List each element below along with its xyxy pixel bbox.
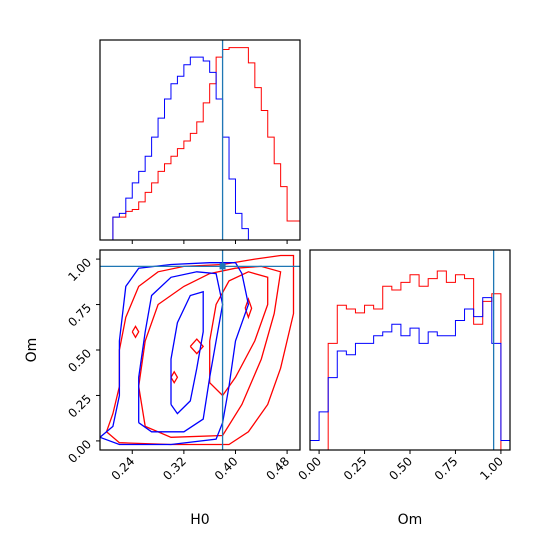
hist-Om-marks [309, 250, 511, 451]
contour-blue-level-0 [99, 262, 250, 446]
hist-H0-series-red [100, 47, 301, 241]
x-axis-label-Om: Om [398, 512, 423, 528]
contour-red-level-0 [105, 254, 295, 446]
contour-red-level-3 [131, 325, 140, 339]
hist-Om-series-red [310, 270, 510, 451]
y-axis-label-Om: Om [24, 338, 40, 363]
contour-marks [99, 250, 300, 450]
contour-red-level-5 [170, 370, 179, 384]
truth-marker [219, 263, 226, 270]
x-axis-label-H0: H0 [190, 512, 209, 528]
contour-blue-level-1 [138, 271, 224, 433]
contour-red-level-4 [189, 338, 205, 355]
hist-H0-frame [99, 39, 301, 241]
hist-H0-series-blue [100, 56, 300, 241]
hist-Om-series-blue [309, 297, 511, 450]
contour-red-level-2 [209, 271, 269, 397]
contour-blue-level-2 [170, 290, 204, 415]
hist-H0-marks [100, 40, 301, 241]
hist-H0-ticks [131, 240, 288, 244]
panel-hist-H0 [99, 39, 301, 244]
